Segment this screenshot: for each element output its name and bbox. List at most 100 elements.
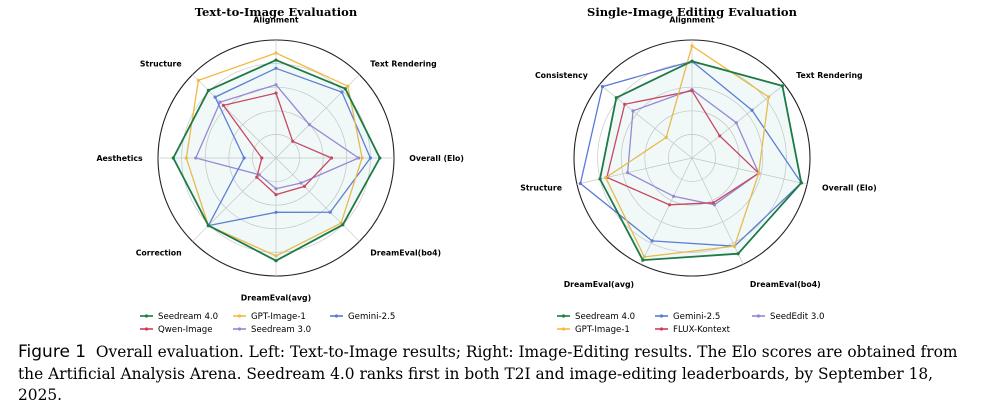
chart-legend: Seedream 4.0 Gemini-2.5 SeedEdit 3.0 GPT-Im… [557,312,825,335]
axis-label-structure: Structure [520,184,562,193]
axis-label-dreameval-bo4: DreamEval(bo4) [370,248,441,257]
series-seedream-4-0-point [799,181,803,185]
series-seedream-4-0-point [690,59,694,63]
series-gemini-2-5-point [750,108,754,112]
series-flux-kontext-point [690,89,694,93]
legend-marker-gpt-image-1 [561,327,566,331]
legend-label-gemini-2-5: Gemini-2.5 [348,312,395,322]
series-flux-kontext-point [623,102,627,106]
series-group [171,51,382,263]
series-gpt-image-1-point [274,51,278,55]
series-group [578,44,803,262]
series-gpt-image-1-point [642,255,647,259]
legend-marker-qwen-image [144,327,149,331]
series-seedream-4-0-point [343,87,347,91]
series-gemini-2-5-point [213,95,217,99]
series-seedream-3-0-point [194,156,198,160]
radar-spoke [640,157,693,265]
radar-spoke [192,74,277,159]
series-gpt-image-1-point [757,171,761,175]
series-gpt-image-1-point [767,95,771,99]
series-seededit-3-0-polygon [626,88,760,206]
series-qwen-image-point [329,156,334,160]
series-gemini-2-5-point [600,85,605,89]
series-seedream-3-0-point [274,187,278,191]
figure-panels: Text-to-Image Evaluation Alignment Text Re… [96,5,876,335]
series-seededit-3-0-point [631,109,635,113]
series-gpt-image-1-point [690,44,694,48]
series-gpt-image-1-point [732,244,737,248]
radar-spoke [275,157,360,242]
axis-label-alignment: Alignment [669,16,714,25]
legend-marker-seedream-4-0 [561,314,566,318]
series-gemini-2-5-point [368,156,372,160]
series-qwen-image-point [260,156,264,160]
axis-label-text-rendering: Text Rendering [796,71,862,80]
series-gpt-image-1-point [196,78,200,82]
axis-label-correction: Correction [136,248,182,257]
series-gemini-2-5-point [650,239,654,243]
series-gpt-image-1-point [274,254,278,258]
series-seedream-3-0-point [218,100,222,104]
series-seedream-4-0-point [378,156,382,160]
series-qwen-image-point [255,175,259,179]
series-gemini-2-5-point [328,210,332,214]
series-seedream-4-0-point [206,224,210,228]
series-seedream-3-0-point [357,156,361,160]
caption-label: Figure 1 [18,342,87,362]
axis-label-overall-elo: Overall (Elo) [822,184,877,193]
series-seedream-4-0-point [736,252,740,256]
series-seedream-3-0-point [274,83,278,87]
axis-label-text-rendering: Text Rendering [370,60,436,69]
series-gemini-2-5-polygon [579,60,803,247]
series-gpt-image-1-point [604,176,608,180]
legend-marker-seededit-3-0 [756,314,761,318]
series-gpt-image-1-point [360,156,364,160]
axis-label-structure: Structure [140,60,182,69]
legend-label-gpt-image-1: GPT-Image-1 [575,325,630,335]
series-seededit-3-0-point [672,194,676,198]
series-seededit-3-0-point [734,121,738,125]
series-seedream-4-0-point [341,223,345,227]
series-gemini-2-5-point [274,210,278,214]
series-seedream-4-0-point [206,88,210,92]
axis-label-dreameval-bo4: DreamEval(bo4) [750,280,821,289]
legend-label-seededit-3-0: SeedEdit 3.0 [770,312,825,322]
legend-label-qwen-image: Qwen-Image [158,325,213,335]
legend-marker-gemini-2-5 [334,314,339,318]
axis-label-alignment: Alignment [253,16,298,25]
series-seedream-4-0-polygon [599,60,803,262]
series-qwen-image-point [291,139,295,143]
axis-label-aesthetics: Aesthetics [96,154,143,163]
series-flux-kontext-point [667,203,672,207]
axis-label-consistency: Consistency [535,71,588,80]
series-qwen-image-point [221,103,225,107]
chart-title: Single-Image Editing Evaluation [587,5,798,19]
series-gpt-image-1-point [346,84,350,88]
series-gemini-2-5-point [274,66,278,70]
legend-marker-gpt-image-1 [237,314,242,318]
series-seedream-4-0-point [780,84,785,88]
legend-label-seedream-4-0: Seedream 4.0 [158,312,218,322]
legend-label-seedream-3-0: Seedream 3.0 [251,325,311,335]
series-flux-kontext-polygon [606,89,760,206]
chart-legend: Seedream 4.0 GPT-Image-1 Gemini-2.5 Qwen-Im… [140,312,395,335]
radar-spoke [691,157,808,185]
series-seedream-4-0-point [641,258,645,262]
series-qwen-image-point [302,184,306,188]
editing-radar-chart: Single-Image Editing EvaluationAlignment… [520,5,876,335]
series-seedream-3-0-point [299,181,303,185]
legend-marker-seedream-3-0 [237,327,242,331]
legend-label-gemini-2-5: Gemini-2.5 [673,312,720,322]
legend-label-seedream-4-0: Seedream 4.0 [575,312,635,322]
series-seedream-3-0-point [257,173,261,177]
chart-title: Text-to-Image Evaluation [195,5,358,19]
series-gpt-image-1-point [184,156,188,160]
series-qwen-image-point [274,193,278,197]
series-gemini-2-5-point [242,156,246,160]
radar-spoke [576,157,693,185]
series-seededit-3-0-point [626,171,630,175]
axis-label-overall-elo: Overall (Elo) [409,154,464,163]
